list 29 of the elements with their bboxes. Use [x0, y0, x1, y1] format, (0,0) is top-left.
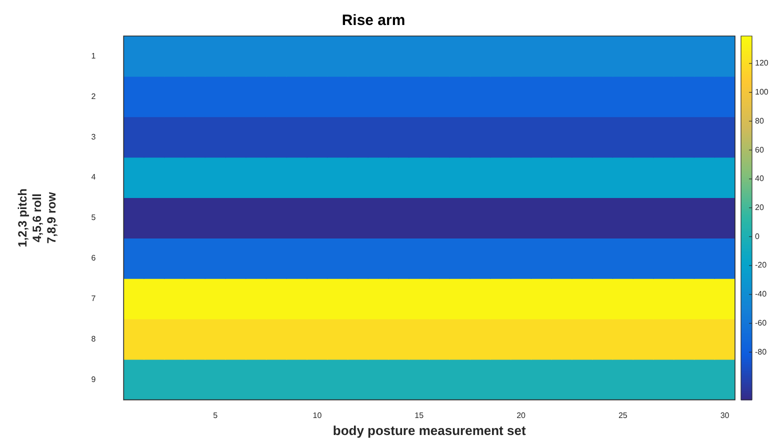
x-axis-title: body posture measurement set — [332, 422, 526, 438]
x-tick-label: 5 — [213, 410, 218, 420]
x-tick-label: 15 — [414, 410, 424, 420]
x-tick-label: 25 — [618, 410, 628, 420]
y-tick-label: 5 — [91, 213, 96, 222]
y-axis-title: 1,2,3 pitch 4,5,6 roll 7,8,9 row — [16, 188, 58, 248]
color-bar-label: 60 — [755, 145, 764, 154]
color-bar-label: -20 — [755, 260, 768, 270]
x-tick-label: 20 — [516, 410, 526, 420]
y-tick-label: 4 — [91, 172, 96, 182]
y-tick-label: 1 — [91, 51, 96, 60]
color-bar-label: 0 — [755, 232, 760, 241]
y-tick-label: 3 — [91, 132, 96, 142]
y-tick-label: 2 — [91, 92, 96, 101]
color-bar-label: 100 — [755, 88, 769, 97]
color-bar-label: 80 — [755, 116, 764, 126]
color-bar-label: -60 — [755, 318, 768, 328]
y-tick-label: 6 — [91, 254, 96, 263]
y-tick-label: 7 — [91, 294, 96, 303]
color-bar-label: -80 — [755, 347, 768, 356]
x-tick-label: 30 — [720, 410, 730, 420]
color-bar-label: -40 — [755, 290, 768, 299]
color-bar-label: 120 — [755, 58, 769, 68]
chart-title: Rise arm — [342, 12, 406, 30]
y-tick-label: 9 — [91, 374, 96, 384]
color-bar-label: 40 — [755, 174, 764, 184]
color-bar-label: 20 — [755, 203, 764, 212]
y-tick-label: 8 — [91, 334, 96, 344]
x-tick-label: 10 — [312, 410, 322, 420]
